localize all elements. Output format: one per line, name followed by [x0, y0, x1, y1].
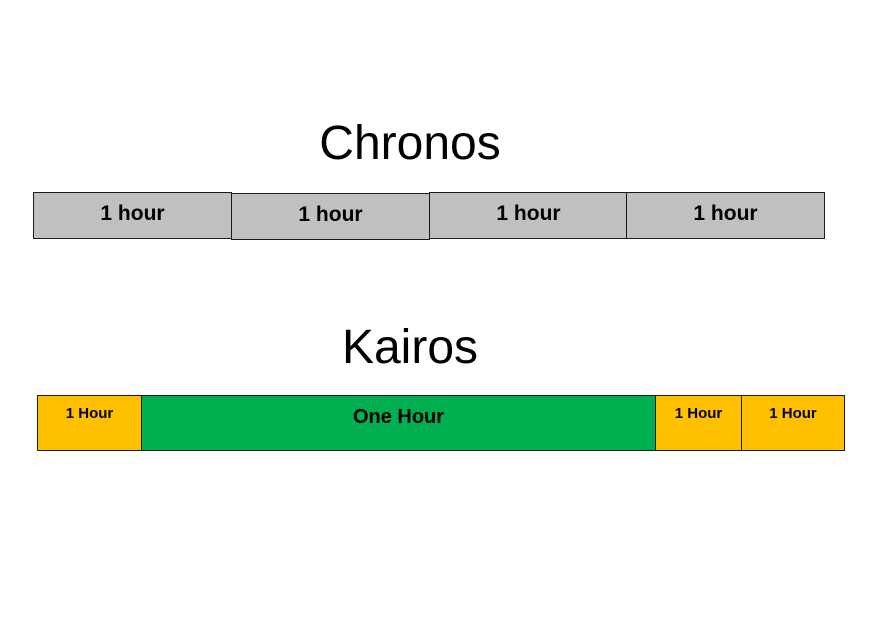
kairos-block-label: One Hour: [352, 406, 445, 428]
kairos-block-1: 1 Hour: [37, 395, 142, 451]
chronos-block-4: 1 hour: [626, 192, 825, 239]
chronos-block-label: 1 hour: [693, 202, 758, 225]
chronos-block-2: 1 hour: [231, 193, 430, 240]
kairos-block-label: 1 Hour: [674, 405, 723, 422]
kairos-block-2: One Hour: [141, 395, 656, 451]
chronos-title: Chronos: [319, 117, 501, 170]
kairos-block-label: 1 Hour: [65, 405, 114, 422]
chronos-block-1: 1 hour: [33, 192, 232, 239]
chronos-block-label: 1 hour: [496, 202, 561, 225]
chronos-block-label: 1 hour: [298, 203, 363, 226]
kairos-block-3: 1 Hour: [655, 395, 742, 451]
chronos-block-label: 1 hour: [100, 202, 165, 225]
chronos-block-3: 1 hour: [429, 192, 628, 239]
kairos-block-label: 1 Hour: [769, 405, 817, 422]
kairos-title: Kairos: [341, 321, 479, 374]
kairos-block-4: 1 Hour: [741, 395, 845, 451]
